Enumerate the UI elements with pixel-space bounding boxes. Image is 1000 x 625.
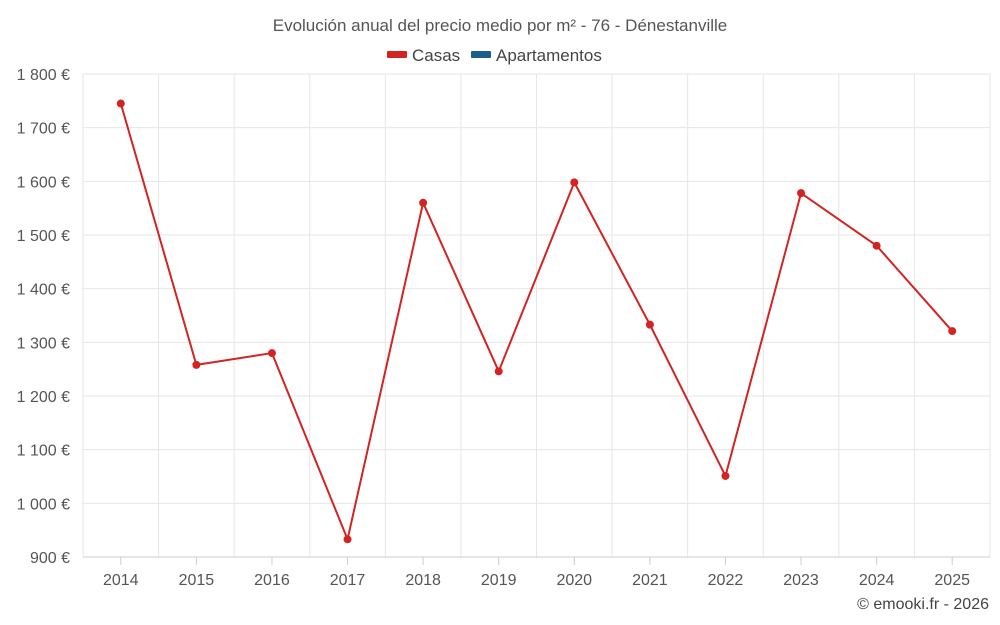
legend-label-casas: Casas <box>412 46 460 65</box>
legend-item-casas[interactable]: Casas <box>387 46 460 65</box>
grid <box>82 73 991 558</box>
data-point-casas[interactable] <box>116 99 125 108</box>
data-point-casas[interactable] <box>645 320 654 329</box>
data-point-casas[interactable] <box>192 360 201 369</box>
x-tick-label: 2014 <box>103 572 139 589</box>
data-point-casas[interactable] <box>948 327 957 336</box>
y-tick-label: 1 000 € <box>17 496 70 513</box>
y-tick-label: 1 600 € <box>17 174 70 191</box>
legend-label-apartamentos: Apartamentos <box>496 46 602 65</box>
data-point-casas[interactable] <box>494 367 503 376</box>
data-point-casas[interactable] <box>419 198 428 207</box>
x-tick-label: 2025 <box>934 572 970 589</box>
x-tick-label: 2023 <box>783 572 819 589</box>
y-tick-label: 1 700 € <box>17 121 70 138</box>
x-tick-label: 2018 <box>405 572 441 589</box>
chart-title: Evolución anual del precio medio por m² … <box>273 16 728 35</box>
x-tick-label: 2017 <box>330 572 366 589</box>
y-tick-label: 1 800 € <box>17 67 70 84</box>
data-point-casas[interactable] <box>570 178 579 187</box>
x-tick-label: 2015 <box>179 572 215 589</box>
y-tick-label: 1 400 € <box>17 282 70 299</box>
data-point-casas[interactable] <box>797 189 806 198</box>
x-tick-label: 2016 <box>254 572 290 589</box>
y-tick-label: 1 100 € <box>17 443 70 460</box>
y-tick-label: 1 200 € <box>17 389 70 406</box>
data-point-casas[interactable] <box>872 241 881 250</box>
y-tick-label: 1 300 € <box>17 335 70 352</box>
x-axis-ticks: 2014 2015 2016 2017 2018 2019 2020 2021 2022 2023… <box>103 557 970 589</box>
y-axis-ticks: 900 € 1 000 € 1 100 € 1 200 € 1 300 € 1 400 €… <box>17 67 70 567</box>
legend-swatch-casas <box>387 51 407 58</box>
y-tick-label: 1 500 € <box>17 228 70 245</box>
series-casas <box>116 99 957 544</box>
legend-swatch-apartamentos <box>471 51 491 58</box>
x-tick-label: 2020 <box>556 572 592 589</box>
legend: Casas Apartamentos <box>387 46 602 65</box>
y-tick-label: 900 € <box>30 550 70 567</box>
data-point-casas[interactable] <box>267 349 276 358</box>
x-tick-label: 2024 <box>859 572 895 589</box>
data-point-casas[interactable] <box>721 471 730 480</box>
x-tick-label: 2021 <box>632 572 668 589</box>
data-point-casas[interactable] <box>343 535 352 544</box>
legend-item-apartamentos[interactable]: Apartamentos <box>471 46 602 65</box>
x-tick-label: 2019 <box>481 572 517 589</box>
credit-text: © emooki.fr - 2026 <box>857 596 989 613</box>
series-line-casas <box>119 103 953 541</box>
x-tick-label: 2022 <box>708 572 744 589</box>
